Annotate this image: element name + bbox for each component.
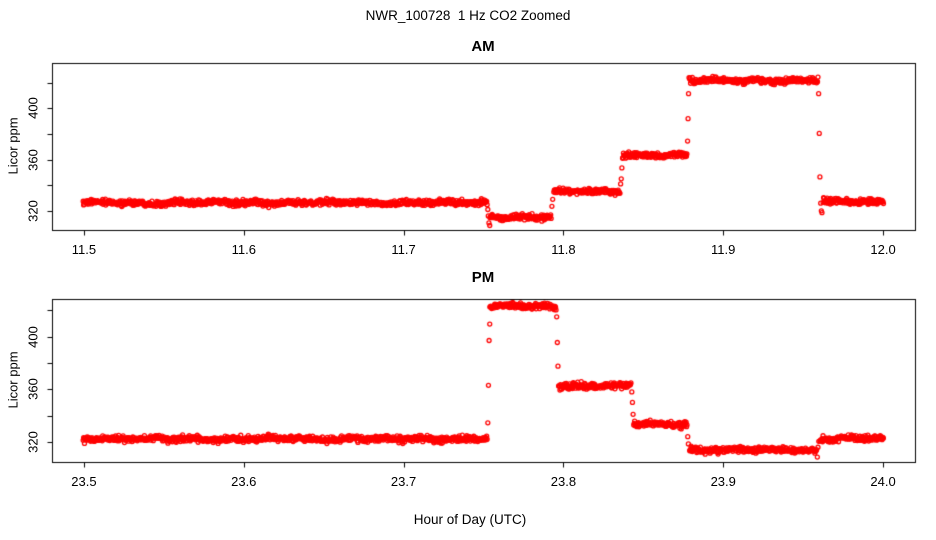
x-tick-label: 11.8 [551, 242, 576, 257]
y-tick-label: 320 [25, 199, 41, 222]
y-tick-label: 400 [25, 97, 41, 120]
x-tick-label: 11.9 [711, 242, 736, 257]
x-tick-label: 11.5 [71, 242, 97, 257]
x-axis-label: Hour of Day (UTC) [413, 512, 527, 527]
chart-main-title: NWR_100728 1 Hz CO2 Zoomed [365, 8, 571, 23]
y-axis-label-am: Licor ppm [5, 117, 21, 175]
x-tick-label: 12.0 [870, 242, 896, 257]
x-tick-label: 24.0 [870, 474, 896, 489]
x-tick-label: 23.8 [550, 474, 577, 489]
x-tick-label: 11.7 [391, 242, 416, 257]
x-tick-label: 11.6 [231, 242, 256, 257]
x-tick-label: 23.6 [231, 474, 257, 489]
y-tick-label: 320 [25, 431, 41, 453]
x-tick-label: 23.7 [390, 474, 417, 489]
x-tick-label: 23.5 [71, 474, 97, 489]
x-tick-label: 23.9 [710, 474, 736, 489]
panel-title-pm: PM [471, 269, 495, 286]
y-tick-label: 360 [25, 148, 41, 171]
y-tick-label: 360 [25, 378, 41, 401]
y-tick-label: 400 [25, 325, 41, 348]
panel-title-am: AM [471, 38, 495, 55]
y-axis-label-pm: Licor ppm [5, 351, 21, 409]
